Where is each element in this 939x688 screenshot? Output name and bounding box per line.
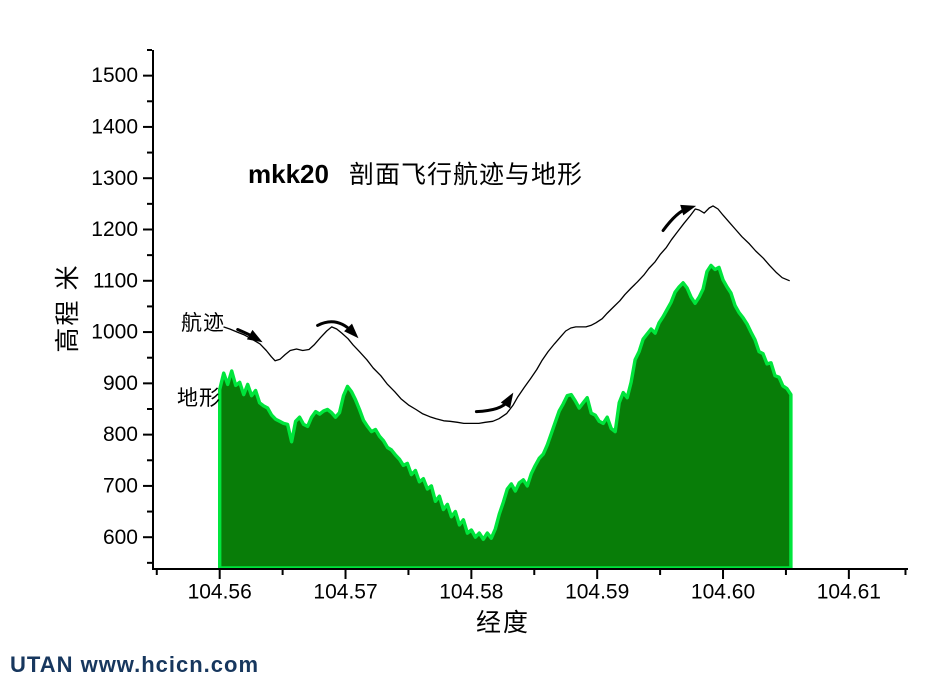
y-tick-label: 1500 [91, 64, 138, 87]
flight-direction-arrow-head [680, 204, 697, 216]
x-axis-label: 经度 [475, 610, 531, 637]
chart-title-text: 剖面飞行航迹与地形 [348, 162, 583, 189]
flight-direction-arrow-head [500, 392, 514, 409]
x-tick-label: 104.58 [439, 580, 503, 603]
flight-direction-arrow-head [246, 329, 263, 343]
y-tick-label: 600 [103, 526, 138, 549]
y-tick-label: 1200 [91, 218, 138, 241]
terrain-label: 地形 [177, 386, 221, 410]
x-tick-label: 104.57 [313, 580, 377, 603]
flight-direction-arrow-head [344, 323, 359, 339]
x-tick-label: 104.60 [691, 580, 755, 603]
flight-path-label: 航迹 [181, 311, 225, 335]
y-tick-label: 900 [103, 372, 138, 395]
terrain-area [217, 263, 793, 570]
y-tick-label: 1100 [93, 269, 138, 292]
x-tick-label: 104.59 [565, 580, 629, 603]
flight-path-line [223, 205, 790, 425]
x-tick-label: 104.61 [817, 580, 881, 603]
y-tick-label: 1400 [91, 115, 138, 138]
watermark-text: UTAN www.hcicn.com [10, 652, 260, 677]
chart-title: mkk20 剖面飞行航迹与地形 [248, 155, 583, 191]
y-tick-label: 1000 [91, 321, 138, 344]
x-tick-label: 104.56 [188, 580, 252, 603]
y-axis-label: 高程 米 [55, 263, 82, 353]
y-tick-label: 1300 [91, 167, 138, 190]
y-tick-label: 800 [103, 423, 138, 446]
chart-title-prefix: mkk20 [248, 159, 329, 189]
y-tick-label: 700 [103, 474, 138, 497]
